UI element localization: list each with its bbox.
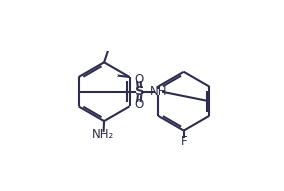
Bar (116, 74, 118, 76)
Bar (99, 132, 108, 137)
Text: F: F (180, 134, 187, 147)
Bar (136, 88, 143, 95)
Text: NH: NH (150, 85, 167, 98)
Text: S: S (135, 85, 145, 98)
Bar (107, 49, 109, 51)
Bar (155, 89, 162, 95)
Text: NH₂: NH₂ (92, 128, 114, 141)
Bar (137, 102, 141, 107)
Bar (182, 139, 186, 143)
Text: O: O (134, 98, 143, 111)
Bar (137, 77, 141, 81)
Text: O: O (134, 73, 143, 86)
